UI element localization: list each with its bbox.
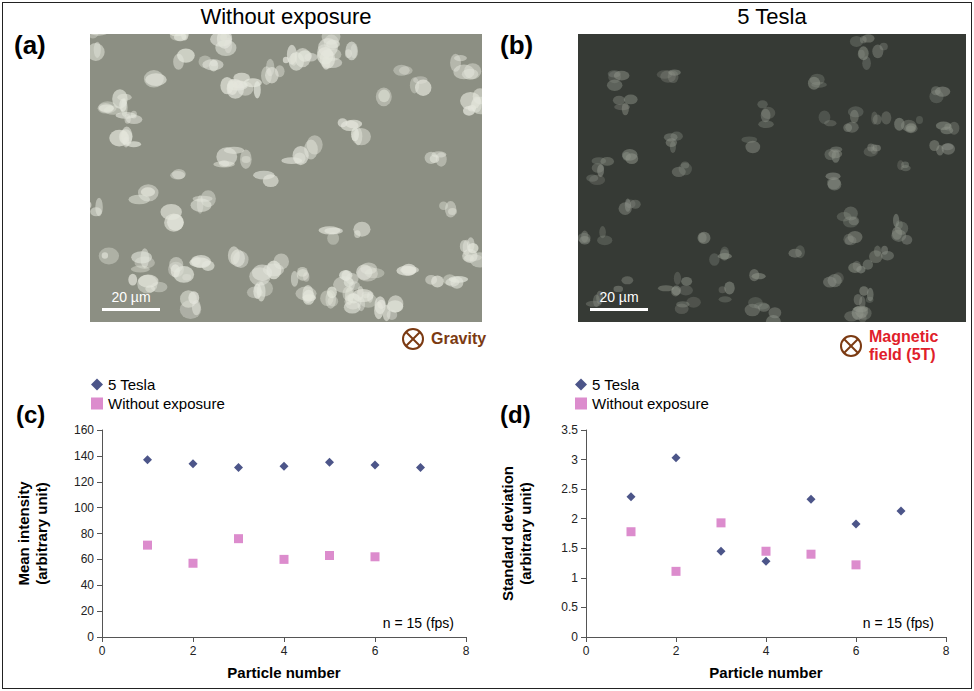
html-text:Without exposure: Without exposure xyxy=(200,4,372,29)
svg-text:3: 3 xyxy=(571,453,578,467)
svg-text:8: 8 xyxy=(463,644,470,658)
svg-text:Particle number: Particle number xyxy=(709,664,823,681)
svg-text:120: 120 xyxy=(74,475,94,489)
svg-text:Standard deviation: Standard deviation xyxy=(499,466,516,601)
html-text:(a): (a) xyxy=(14,30,46,60)
svg-text:140: 140 xyxy=(74,449,94,463)
svg-text:Without exposure: Without exposure xyxy=(108,395,225,412)
svg-text:(d): (d) xyxy=(500,401,531,428)
html-text:5 Tesla: 5 Tesla xyxy=(737,4,807,29)
svg-text:80: 80 xyxy=(81,527,95,541)
html-text:Magnetic field (5T): Magnetic field (5T) xyxy=(869,328,939,363)
svg-text:(c): (c) xyxy=(16,401,45,428)
html-text:Gravity: Gravity xyxy=(431,330,487,347)
svg-text:40: 40 xyxy=(81,578,95,592)
svg-text:2.5: 2.5 xyxy=(561,482,578,496)
svg-text:20 µm: 20 µm xyxy=(599,289,638,305)
svg-text:Without exposure: Without exposure xyxy=(592,395,709,412)
svg-text:100: 100 xyxy=(74,501,94,515)
svg-text:0: 0 xyxy=(99,644,106,658)
svg-text:5 Tesla: 5 Tesla xyxy=(108,376,156,393)
svg-text:0.5: 0.5 xyxy=(561,600,578,614)
svg-text:2: 2 xyxy=(673,644,680,658)
svg-text:8: 8 xyxy=(943,644,950,658)
svg-text:(arbitrary unit): (arbitrary unit) xyxy=(33,482,50,585)
svg-text:20 µm: 20 µm xyxy=(111,289,150,305)
svg-text:n = 15 (fps): n = 15 (fps) xyxy=(863,615,934,631)
svg-text:n = 15 (fps): n = 15 (fps) xyxy=(383,615,454,631)
html-text:(b): (b) xyxy=(500,30,534,60)
svg-text:4: 4 xyxy=(281,644,288,658)
svg-text:6: 6 xyxy=(853,644,860,658)
svg-text:4: 4 xyxy=(763,644,770,658)
svg-text:0: 0 xyxy=(571,630,578,644)
svg-text:Particle number: Particle number xyxy=(227,664,341,681)
svg-text:60: 60 xyxy=(81,552,95,566)
svg-text:160: 160 xyxy=(74,423,94,437)
svg-text:1.5: 1.5 xyxy=(561,541,578,555)
svg-text:6: 6 xyxy=(372,644,379,658)
svg-text:3.5: 3.5 xyxy=(561,423,578,437)
svg-text:(arbitrary unit): (arbitrary unit) xyxy=(517,482,534,585)
svg-text:Mean intensity: Mean intensity xyxy=(15,481,32,586)
svg-text:2: 2 xyxy=(571,512,578,526)
svg-text:0: 0 xyxy=(583,644,590,658)
svg-text:2: 2 xyxy=(190,644,197,658)
svg-text:5 Tesla: 5 Tesla xyxy=(592,376,640,393)
svg-text:20: 20 xyxy=(81,604,95,618)
svg-text:1: 1 xyxy=(571,571,578,585)
svg-text:0: 0 xyxy=(87,630,94,644)
